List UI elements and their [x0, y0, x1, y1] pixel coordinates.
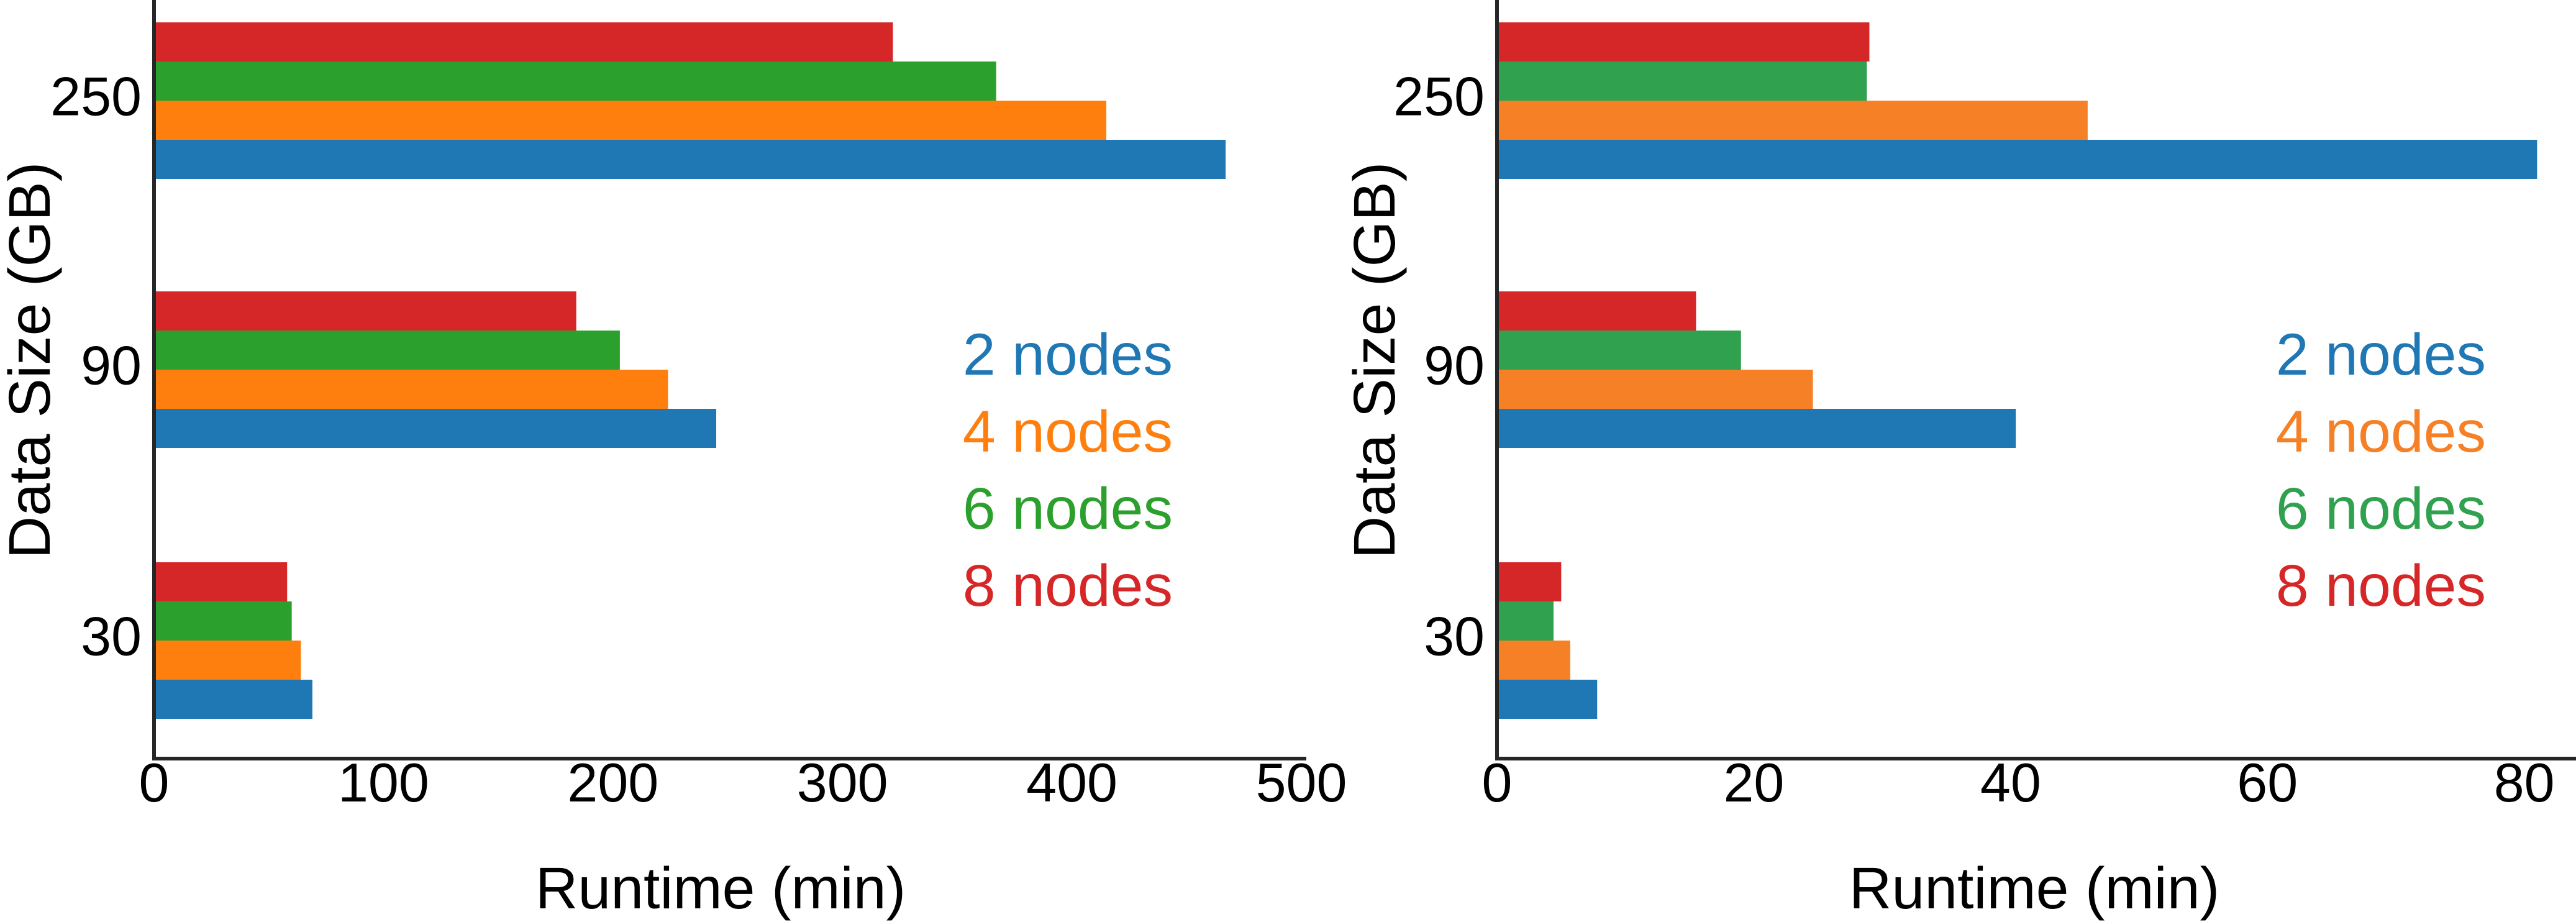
right-chart-bar-30gb-8-nodes [1497, 562, 1562, 601]
left-chart-panel: 30 90 250 0 100 200 300 400 500 Runtime (min)… [0, 0, 1347, 921]
right-chart-bar-30gb-6-nodes [1497, 601, 1554, 641]
right-chart-x-axis-title: Runtime (min) [1849, 856, 2220, 921]
right-chart-legend-entry-4-nodes: 4 nodes [2276, 399, 2486, 465]
left-chart-y-tick-30: 30 [81, 605, 142, 667]
left-chart-legend-entry-8-nodes: 8 nodes [963, 553, 1173, 619]
left-chart-x-tick-0: 0 [139, 752, 170, 813]
right-chart-bar-250gb-4-nodes [1497, 101, 2088, 140]
right-chart-legend-entry-2-nodes: 2 nodes [2276, 322, 2486, 388]
right-chart-y-tick-30: 30 [1424, 605, 1485, 667]
left-chart-bar-30gb-2-nodes [154, 680, 312, 719]
left-chart-bars [154, 22, 1226, 719]
left-chart-legend-entry-4-nodes: 4 nodes [963, 399, 1173, 465]
left-chart-bar-90gb-4-nodes [154, 370, 668, 409]
left-chart-x-tick-400: 400 [1026, 752, 1117, 813]
right-chart-legend-entry-8-nodes: 8 nodes [2276, 553, 2486, 619]
right-chart-bar-90gb-6-nodes [1497, 331, 1741, 370]
right-chart-bar-30gb-2-nodes [1497, 680, 1598, 719]
left-chart-bar-250gb-6-nodes [154, 62, 996, 101]
left-chart-bar-30gb-6-nodes [154, 601, 292, 641]
right-chart-x-tick-80: 80 [2494, 752, 2555, 813]
left-chart-bar-250gb-8-nodes [154, 22, 893, 62]
left-chart-legend-entry-6-nodes: 6 nodes [963, 476, 1173, 542]
left-chart-x-tick-200: 200 [567, 752, 658, 813]
right-chart-x-tick-labels: 0 20 40 60 80 [1482, 752, 2555, 813]
left-chart-x-tick-100: 100 [338, 752, 429, 813]
left-chart-legend-entry-2-nodes: 2 nodes [963, 322, 1173, 388]
right-chart-y-tick-90: 90 [1424, 334, 1485, 396]
right-chart-y-tick-250: 250 [1393, 65, 1485, 127]
left-chart-y-tick-labels: 30 90 250 [50, 65, 142, 667]
left-chart-bar-90gb-2-nodes [154, 409, 717, 448]
left-chart-x-tick-labels: 0 100 200 300 400 500 [139, 752, 1347, 813]
left-chart-bar-250gb-4-nodes [154, 101, 1107, 140]
right-chart-x-tick-60: 60 [2237, 752, 2298, 813]
right-chart-bar-90gb-2-nodes [1497, 409, 2016, 448]
right-chart-bars [1497, 22, 2537, 719]
right-chart-bar-90gb-8-nodes [1497, 291, 1696, 331]
right-chart-bar-250gb-2-nodes [1497, 140, 2537, 179]
left-chart-bar-90gb-8-nodes [154, 291, 576, 331]
right-chart-bar-30gb-4-nodes [1497, 641, 1570, 680]
right-chart-x-tick-20: 20 [1723, 752, 1784, 813]
right-chart-y-tick-labels: 30 90 250 [1393, 65, 1485, 667]
left-chart-bar-250gb-2-nodes [154, 140, 1226, 179]
left-chart-legend: 2 nodes 4 nodes 6 nodes 8 nodes [963, 322, 1173, 619]
right-chart-panel: 30 90 250 0 20 40 60 80 Runtime (min) Data S… [1342, 0, 2576, 921]
right-chart-bar-250gb-8-nodes [1497, 22, 1870, 62]
right-chart-x-tick-0: 0 [1482, 752, 1513, 813]
right-chart-bar-250gb-6-nodes [1497, 62, 1867, 101]
right-chart-bar-90gb-4-nodes [1497, 370, 1813, 409]
left-chart-bar-30gb-4-nodes [154, 641, 301, 680]
left-chart-x-axis-title: Runtime (min) [535, 856, 906, 921]
left-chart-y-tick-250: 250 [50, 65, 142, 127]
right-chart-x-tick-40: 40 [1980, 752, 2041, 813]
left-chart-y-axis-title: Data Size (GB) [0, 162, 63, 559]
right-chart-y-axis-title: Data Size (GB) [1342, 162, 1408, 559]
left-chart-y-tick-90: 90 [81, 334, 142, 396]
left-chart-x-tick-300: 300 [797, 752, 888, 813]
left-chart-x-tick-500: 500 [1256, 752, 1347, 813]
right-chart-legend-entry-6-nodes: 6 nodes [2276, 476, 2486, 542]
left-chart-bar-90gb-6-nodes [154, 331, 620, 370]
right-chart-legend: 2 nodes 4 nodes 6 nodes 8 nodes [2276, 322, 2486, 619]
left-chart-bar-30gb-8-nodes [154, 562, 288, 601]
